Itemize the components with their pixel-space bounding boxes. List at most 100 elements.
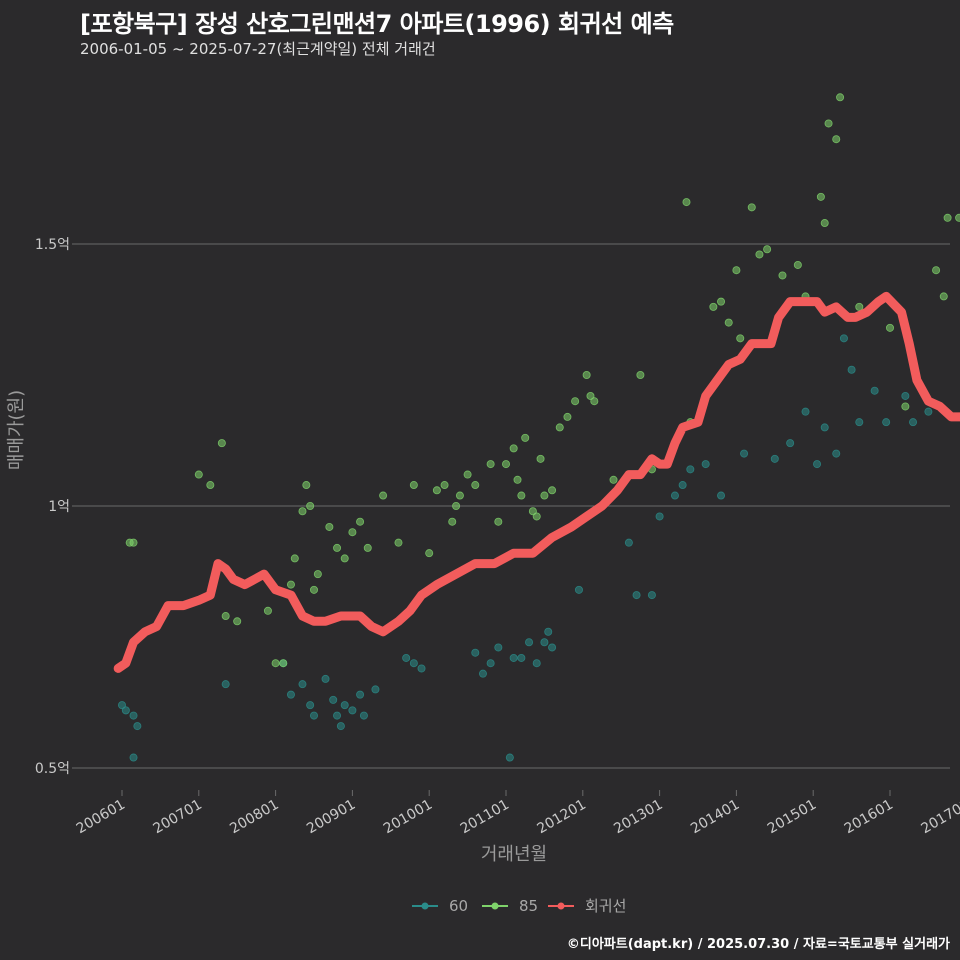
data-point-60 [505,753,514,762]
data-point-85 [309,585,318,594]
data-point-60 [632,591,641,600]
data-point-60 [133,722,142,731]
data-point-85 [943,213,952,222]
data-point-60 [509,653,518,662]
footer-credit: ©디아파트(dapt.kr) / 2025.07.30 / 자료=국토교통부 실… [566,937,950,952]
data-point-85 [820,219,829,228]
data-point-60 [348,706,357,715]
data-point-60 [221,680,230,689]
data-point-85 [778,271,787,280]
data-point-60 [333,711,342,720]
data-point-85 [455,491,464,500]
data-point-85 [832,135,841,144]
y-axis-title: 매매가(원) [6,390,27,470]
data-point-85 [129,538,138,547]
data-point-85 [409,481,418,490]
data-point-85 [855,302,864,311]
data-point-85 [298,507,307,516]
data-point-85 [271,659,280,668]
data-point-60 [409,659,418,668]
y-tick-label: 1.5억 [35,237,70,253]
data-point-85 [571,397,580,406]
data-point-85 [732,266,741,275]
data-point-85 [471,481,480,490]
x-tick-label: 201301 [611,797,665,838]
data-point-60 [306,701,315,710]
data-point-85 [513,475,522,484]
x-tick-label: 201401 [688,797,742,838]
data-point-60 [670,491,679,500]
data-point-60 [624,538,633,547]
x-tick-label: 201701 [919,797,960,838]
data-point-85 [425,549,434,558]
data-point-60 [309,711,318,720]
data-point-85 [955,213,960,222]
data-point-60 [478,669,487,678]
data-point-85 [736,334,745,343]
regression-line [113,291,960,673]
data-point-85 [340,554,349,563]
data-point-60 [647,591,656,600]
data-point-60 [740,449,749,458]
data-point-60 [924,407,933,416]
legend-label-reg: 회귀선 [585,897,626,915]
data-point-60 [548,643,557,652]
data-point-60 [870,386,879,395]
data-point-85 [755,250,764,259]
data-point-85 [555,423,564,432]
x-tick-label: 201001 [381,797,435,838]
data-point-60 [717,491,726,500]
data-point-85 [463,470,472,479]
data-point-60 [540,638,549,647]
y-tick-label: 0.5억 [35,761,70,777]
data-point-85 [452,501,461,510]
data-point-60 [321,674,330,683]
data-point-60 [847,365,856,374]
data-point-60 [359,711,368,720]
data-point-60 [801,407,810,416]
data-point-60 [701,460,710,469]
data-point-60 [129,711,138,720]
chart-subtitle: 2006-01-05 ~ 2025-07-27(최근계약일) 전체 거래건 [80,40,436,58]
data-point-85 [486,460,495,469]
data-point-60 [340,701,349,710]
data-point-85 [356,517,365,526]
data-point-85 [540,491,549,500]
x-tick-label: 201201 [535,797,589,838]
data-point-85 [333,543,342,552]
series-60-points [118,334,933,762]
data-point-60 [909,418,918,427]
data-point-85 [194,470,203,479]
data-point-60 [655,512,664,521]
data-point-85 [747,203,756,212]
data-point-85 [325,522,334,531]
data-point-60 [839,334,848,343]
data-point-85 [221,612,230,621]
legend-marker-reg [557,902,565,910]
data-point-60 [356,690,365,699]
data-point-60 [686,465,695,474]
legend-marker-60 [421,902,429,910]
data-point-85 [824,119,833,128]
data-point-60 [471,648,480,657]
data-point-85 [448,517,457,526]
data-point-85 [217,439,226,448]
data-point-85 [582,370,591,379]
data-point-60 [517,653,526,662]
data-point-60 [574,585,583,594]
data-point-60 [129,753,138,762]
data-point-60 [855,418,864,427]
data-point-60 [329,695,338,704]
data-point-85 [724,318,733,327]
data-point-85 [901,402,910,411]
data-point-60 [882,418,891,427]
data-point-85 [939,292,948,301]
data-point-60 [371,685,380,694]
data-point-60 [678,481,687,490]
data-point-60 [336,722,345,731]
data-point-85 [763,245,772,254]
data-point-85 [816,192,825,201]
data-point-60 [901,391,910,400]
data-point-85 [440,481,449,490]
